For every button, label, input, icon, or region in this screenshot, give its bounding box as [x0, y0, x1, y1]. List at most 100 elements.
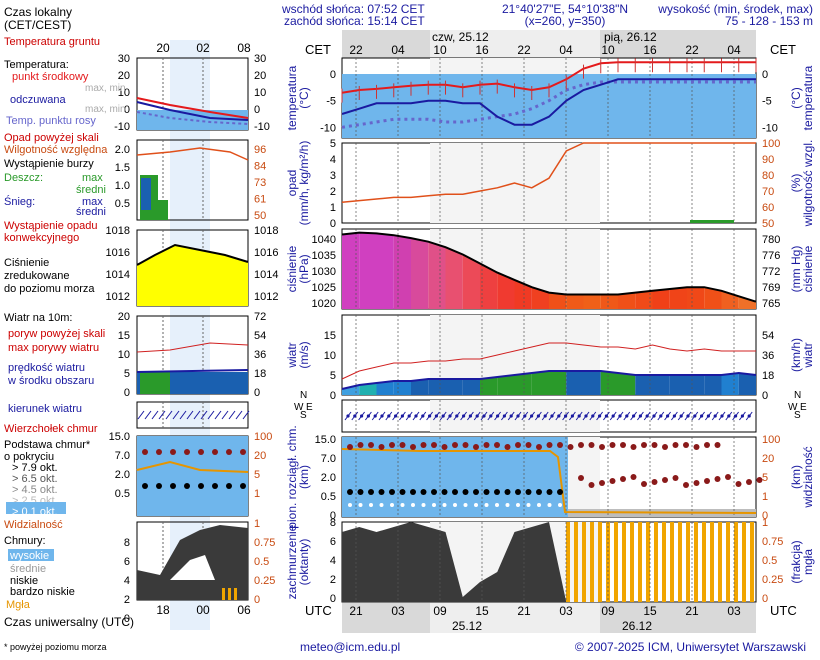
axis-title-text: (%) — [789, 174, 803, 193]
cloud-top-dot — [683, 482, 689, 488]
wind-speed-area — [600, 371, 618, 395]
compass-e: E — [800, 402, 807, 413]
cloud-base-dot — [368, 489, 374, 495]
legend-press-tick: 1018 — [254, 225, 278, 237]
wind-arrow-head — [652, 414, 656, 418]
legend-cloud-top-dot — [240, 449, 246, 455]
rain-bar — [690, 220, 734, 223]
cloud-base-dot — [557, 489, 563, 495]
legend-cloud-top-dot — [226, 449, 232, 455]
legend-fog-tick: 0 — [254, 594, 260, 606]
bottom-hour-label: 21 — [349, 604, 363, 618]
cloud-top-dot — [578, 442, 584, 448]
wind-speed-area — [428, 379, 446, 395]
legend-wind-kmh-tick: 36 — [254, 349, 266, 361]
top-hour-label: 22 — [685, 43, 699, 57]
legend-cov-tick: 0 — [124, 613, 130, 625]
legend-wind-arrow-icon — [137, 410, 145, 420]
cloud-base-dot-low — [348, 503, 352, 507]
tz-utc-right: UTC — [770, 603, 797, 618]
wind-kmh-tick: 36 — [762, 350, 774, 362]
wind-arrow-head — [570, 414, 575, 418]
pressure-area-seg — [376, 233, 394, 309]
humidity-label: Wilgotność względna — [4, 144, 108, 156]
fog-bar — [686, 522, 690, 602]
legend-cloud-top-dot — [170, 449, 176, 455]
fog-tick: 0.75 — [762, 536, 783, 548]
legend-wind-arrow-icon — [172, 410, 180, 420]
fog-bar — [582, 522, 586, 602]
legend-precip-tick: 2.0 — [115, 144, 130, 156]
wind-arrow-head — [645, 414, 649, 418]
sunset: zachód słońca: 15:14 CET — [284, 14, 425, 28]
fog-bar — [574, 522, 578, 602]
wind-avg-label: w środku obszaru — [7, 375, 94, 387]
wind-arrow-head — [496, 414, 500, 418]
cloud-tick: 15.0 — [315, 434, 336, 446]
cloud-tick: 0.5 — [321, 491, 336, 503]
humidity-tick: 60 — [762, 202, 774, 214]
legend-vis-tick: 1 — [254, 488, 260, 500]
grid-coords: (x=260, y=350) — [525, 14, 606, 28]
legend-wind-arrow-icon — [158, 410, 166, 420]
cloud-top-dot — [588, 442, 595, 448]
cloud-top-dot — [546, 442, 553, 448]
cloud-base-dot — [347, 489, 353, 495]
email-link[interactable]: meteo@icm.edu.pl — [300, 640, 400, 654]
pressure-mm-tick: 776 — [762, 250, 780, 262]
bottom-hour-label: 03 — [391, 604, 405, 618]
legend-wind-arrow-icon — [200, 410, 208, 420]
bottom-hour-label: 21 — [685, 604, 699, 618]
legend-cov-tick: 4 — [124, 575, 130, 587]
wind-arrow-head — [536, 414, 541, 418]
wind-speed-area — [514, 373, 532, 395]
visibility-tick: 1 — [762, 491, 768, 503]
copyright: © 2007-2025 ICM, Uniwersytet Warszawski — [575, 640, 806, 654]
legend-cloud-base-dot — [156, 483, 162, 489]
wind-speed-area — [738, 373, 756, 395]
wind-arrow-head — [530, 414, 534, 418]
fog-bar — [614, 522, 618, 602]
legend-cloud-base-dot — [240, 483, 246, 489]
precip-tick: 4 — [330, 154, 336, 166]
legend-wind-tick: 0 — [124, 387, 130, 399]
wind-arrow-head — [611, 414, 615, 418]
cloud-top-dot — [620, 476, 626, 482]
axis-title-text: widzialność — [801, 446, 815, 508]
cloud-top-dot — [651, 442, 658, 448]
bottom-hour-label: 15 — [475, 604, 489, 618]
wind-speed-line — [341, 370, 757, 390]
wind-arrow-head — [400, 414, 404, 418]
wind-arrow-head — [625, 414, 629, 418]
visibility-tick: 0 — [762, 510, 768, 522]
axis-title-text: (km) — [789, 465, 803, 489]
pressure-area-seg — [635, 290, 653, 309]
conv-label: Wystąpienie opadu — [4, 220, 97, 232]
legend-wind-arrow-icon — [144, 410, 152, 420]
pressure-area-seg — [497, 272, 515, 309]
wind-tick: 5 — [330, 370, 336, 382]
tz-utc-left: UTC — [305, 603, 332, 618]
top-hour-label: 22 — [517, 43, 531, 57]
legend-wind-tick: 10 — [118, 349, 130, 361]
snow-label: Śnieg: — [4, 195, 35, 208]
wind-kmh-tick: 54 — [762, 330, 774, 342]
humidity-tick: 70 — [762, 186, 774, 198]
wind-avg-label: prędkość wiatru — [8, 362, 85, 374]
wind-speed-area — [635, 375, 653, 395]
rain-label: Deszcz: — [4, 172, 43, 184]
temp-mid-label: punkt środkowy — [12, 71, 89, 83]
wind-arrow-head — [638, 414, 643, 418]
visibility-tick: 5 — [762, 472, 768, 484]
wind-arrow-head — [387, 414, 391, 418]
pressure-area-seg — [687, 287, 705, 309]
pressure-tick: 1020 — [312, 298, 336, 310]
legend-wind-arrow-icon — [207, 410, 215, 420]
legend-press-area — [137, 245, 248, 306]
cloud-base-dot — [410, 489, 416, 495]
wind-arrow-head — [720, 414, 724, 418]
wind-speed-area — [566, 371, 584, 395]
legend-precip-tick: 0.5 — [115, 198, 130, 210]
fog-bar — [598, 522, 602, 602]
legend-cloud-top-dot — [212, 449, 218, 455]
